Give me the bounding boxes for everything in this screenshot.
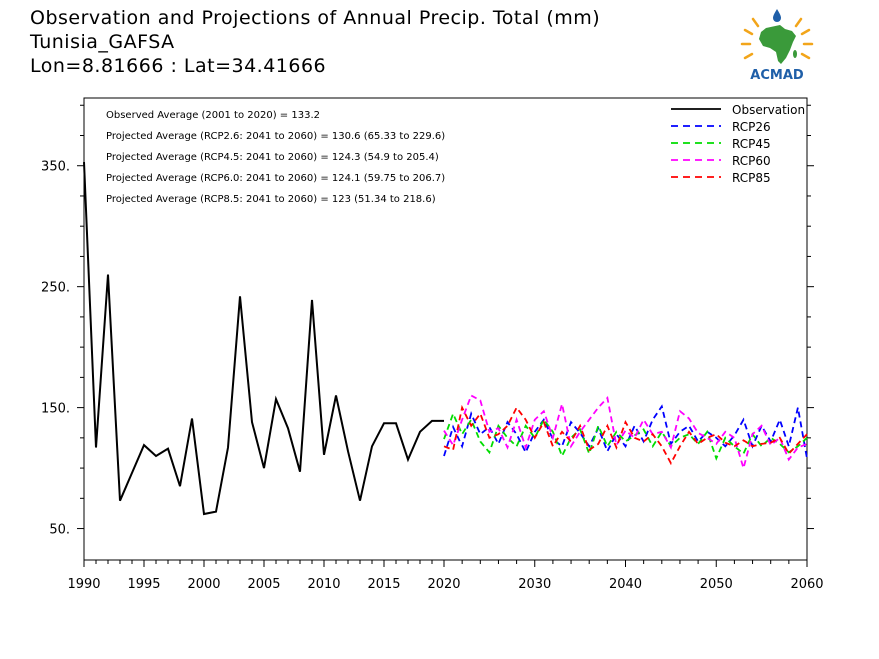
annotation-layer: Observed Average (2001 to 2020) = 133.2 P…	[106, 110, 445, 205]
x-tick-label: 2050	[700, 577, 733, 592]
y-tick-label: 350.	[41, 160, 70, 175]
average-annotation: Projected Average (RCP4.5: 2041 to 2060)…	[106, 152, 439, 163]
x-tick-label: 2060	[790, 577, 823, 592]
series-line-rcp45	[443, 411, 808, 461]
location-label: Tunisia_GAFSA	[30, 31, 175, 53]
x-tick-label: 2015	[367, 577, 400, 592]
y-tick-label: 150.	[41, 402, 70, 417]
average-annotation: Projected Average (RCP8.5: 2041 to 2060)…	[106, 194, 436, 205]
plot-frame	[83, 97, 808, 561]
x-tick-label: 1995	[127, 577, 160, 592]
axis-ticks	[77, 104, 814, 567]
x-tick-label: 2000	[187, 577, 220, 592]
legend-label-observation: Observation	[732, 103, 805, 117]
legend-label-rcp85: RCP85	[732, 171, 771, 185]
series-line-observation	[83, 162, 444, 516]
acmad-emblem-icon	[740, 9, 814, 64]
tick-labels: 1990 1995 2000 2005 2010 2015 2020 2030 2040 2050…	[41, 160, 824, 592]
x-tick-label: 2030	[518, 577, 551, 592]
legend: Observation RCP26 RCP45 RCP60 RCP85	[671, 103, 805, 185]
average-annotation: Projected Average (RCP6.0: 2041 to 2060)…	[106, 173, 445, 184]
legend-label-rcp45: RCP45	[732, 137, 771, 151]
chart-header: Observation and Projections of Annual Pr…	[30, 6, 600, 78]
y-tick-label: 250.	[41, 281, 70, 296]
average-annotation: Observed Average (2001 to 2020) = 133.2	[106, 110, 320, 121]
legend-label-rcp60: RCP60	[732, 154, 771, 168]
coordinates-label: Lon=8.81666 : Lat=34.41666	[30, 55, 327, 77]
x-tick-label: 2005	[247, 577, 280, 592]
series-line-rcp60	[443, 394, 808, 472]
legend-label-rcp26: RCP26	[732, 120, 771, 134]
chart-title: Observation and Projections of Annual Pr…	[30, 7, 601, 29]
x-tick-label: 2010	[307, 577, 340, 592]
average-annotation: Projected Average (RCP2.6: 2041 to 2060)…	[106, 131, 445, 142]
logo-text: ACMAD	[750, 68, 804, 83]
series-line-rcp26	[443, 404, 808, 459]
x-tick-label: 1990	[67, 577, 100, 592]
x-tick-label: 2020	[427, 577, 460, 592]
y-tick-label: 50.	[49, 523, 70, 538]
series-layer	[83, 162, 808, 516]
series-line-rcp85	[443, 404, 808, 466]
x-tick-label: 2040	[609, 577, 642, 592]
acmad-logo: ACMAD	[740, 9, 814, 83]
